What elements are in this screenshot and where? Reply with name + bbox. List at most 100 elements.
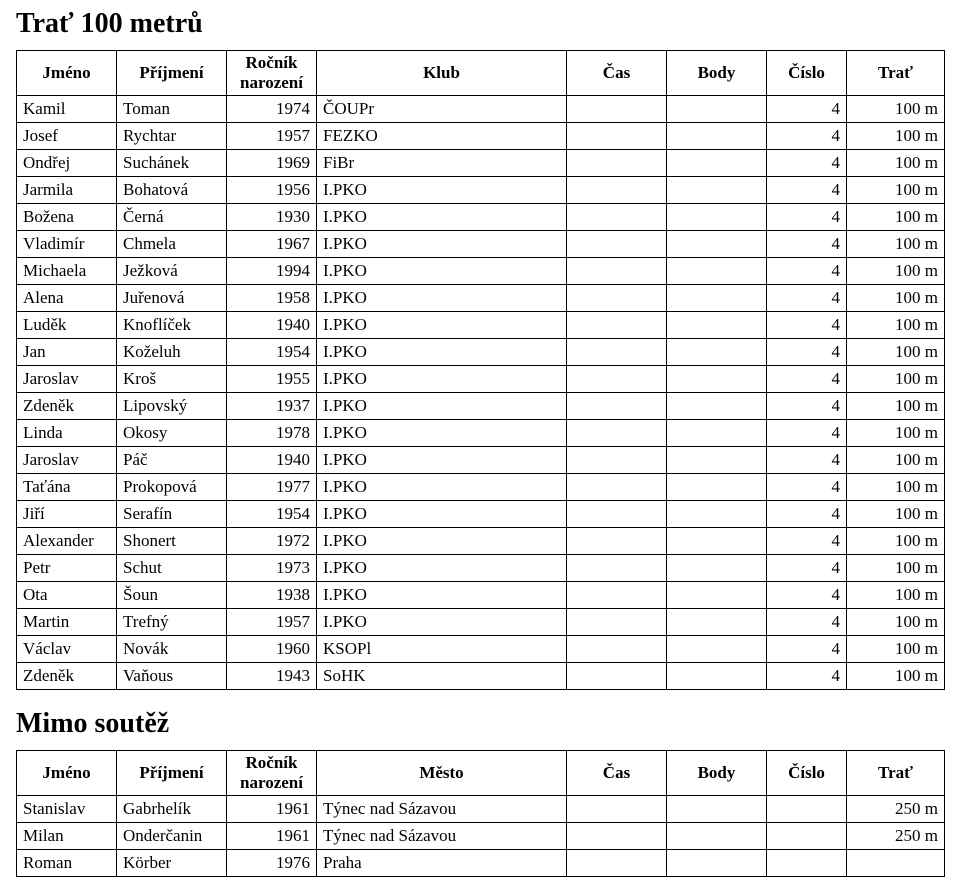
col-cislo: Číslo	[767, 51, 847, 96]
cell-cas	[567, 420, 667, 447]
col-rocnik: Ročník narození	[227, 51, 317, 96]
cell-rocnik: 1957	[227, 609, 317, 636]
cell-rocnik: 1958	[227, 285, 317, 312]
cell-trat: 100 m	[847, 123, 945, 150]
cell-cas	[567, 285, 667, 312]
cell-body	[667, 501, 767, 528]
col-prijmeni: Příjmení	[117, 51, 227, 96]
cell-trat	[847, 850, 945, 877]
cell-prijmeni: Suchánek	[117, 150, 227, 177]
table-row: LindaOkosy1978I.PKO4100 m	[17, 420, 945, 447]
cell-klub: I.PKO	[317, 231, 567, 258]
cell-trat: 100 m	[847, 528, 945, 555]
cell-klub: I.PKO	[317, 177, 567, 204]
cell-cas	[567, 447, 667, 474]
cell-prijmeni: Bohatová	[117, 177, 227, 204]
cell-trat: 100 m	[847, 501, 945, 528]
cell-cislo: 4	[767, 339, 847, 366]
cell-body	[667, 636, 767, 663]
cell-trat: 100 m	[847, 582, 945, 609]
cell-body	[667, 285, 767, 312]
cell-rocnik: 1976	[227, 850, 317, 877]
cell-trat: 100 m	[847, 204, 945, 231]
cell-rocnik: 1960	[227, 636, 317, 663]
cell-body	[667, 474, 767, 501]
table-row: ZdeněkVaňous1943SoHK4100 m	[17, 663, 945, 690]
cell-cislo	[767, 850, 847, 877]
cell-prijmeni: Körber	[117, 850, 227, 877]
cell-trat: 100 m	[847, 150, 945, 177]
col-cas: Čas	[567, 751, 667, 796]
cell-jmeno: Petr	[17, 555, 117, 582]
cell-prijmeni: Černá	[117, 204, 227, 231]
cell-cislo: 4	[767, 528, 847, 555]
cell-jmeno: Jarmila	[17, 177, 117, 204]
cell-cas	[567, 663, 667, 690]
cell-rocnik: 1940	[227, 447, 317, 474]
cell-trat: 100 m	[847, 177, 945, 204]
cell-klub: Praha	[317, 850, 567, 877]
cell-cas	[567, 177, 667, 204]
cell-cas	[567, 528, 667, 555]
cell-trat: 250 m	[847, 796, 945, 823]
cell-cislo: 4	[767, 474, 847, 501]
cell-body	[667, 447, 767, 474]
cell-body	[667, 582, 767, 609]
cell-cislo: 4	[767, 231, 847, 258]
cell-cislo	[767, 796, 847, 823]
cell-cas	[567, 555, 667, 582]
cell-cislo: 4	[767, 258, 847, 285]
cell-cislo: 4	[767, 285, 847, 312]
cell-cislo: 4	[767, 636, 847, 663]
cell-cislo: 4	[767, 555, 847, 582]
cell-prijmeni: Ježková	[117, 258, 227, 285]
cell-klub: I.PKO	[317, 420, 567, 447]
cell-cislo: 4	[767, 420, 847, 447]
cell-rocnik: 1977	[227, 474, 317, 501]
cell-klub: I.PKO	[317, 339, 567, 366]
main-table: Jméno Příjmení Ročník narození Klub Čas …	[16, 50, 945, 690]
col-klub: Město	[317, 751, 567, 796]
cell-cas	[567, 123, 667, 150]
table-header-row: Jméno Příjmení Ročník narození Město Čas…	[17, 751, 945, 796]
cell-cas	[567, 366, 667, 393]
cell-trat: 100 m	[847, 339, 945, 366]
cell-jmeno: Ondřej	[17, 150, 117, 177]
cell-prijmeni: Okosy	[117, 420, 227, 447]
cell-body	[667, 96, 767, 123]
cell-klub: I.PKO	[317, 474, 567, 501]
cell-jmeno: Josef	[17, 123, 117, 150]
cell-cas	[567, 204, 667, 231]
cell-jmeno: Zdeněk	[17, 393, 117, 420]
cell-prijmeni: Schut	[117, 555, 227, 582]
cell-jmeno: Jaroslav	[17, 366, 117, 393]
cell-klub: Týnec nad Sázavou	[317, 796, 567, 823]
cell-jmeno: Jaroslav	[17, 447, 117, 474]
cell-jmeno: Michaela	[17, 258, 117, 285]
cell-rocnik: 1994	[227, 258, 317, 285]
cell-prijmeni: Šoun	[117, 582, 227, 609]
cell-cas	[567, 501, 667, 528]
table-row: BoženaČerná1930I.PKO4100 m	[17, 204, 945, 231]
cell-body	[667, 609, 767, 636]
section-title-mimo: Mimo soutěž	[16, 708, 944, 740]
mimo-table: Jméno Příjmení Ročník narození Město Čas…	[16, 750, 945, 877]
cell-trat: 100 m	[847, 366, 945, 393]
cell-cas	[567, 609, 667, 636]
cell-trat: 100 m	[847, 474, 945, 501]
table-row: JiříSerafín1954I.PKO4100 m	[17, 501, 945, 528]
cell-prijmeni: Páč	[117, 447, 227, 474]
cell-jmeno: Zdeněk	[17, 663, 117, 690]
table-row: JaroslavPáč1940I.PKO4100 m	[17, 447, 945, 474]
table-row: MartinTrefný1957I.PKO4100 m	[17, 609, 945, 636]
cell-rocnik: 1961	[227, 823, 317, 850]
cell-cas	[567, 636, 667, 663]
table-row: RomanKörber1976Praha	[17, 850, 945, 877]
cell-prijmeni: Novák	[117, 636, 227, 663]
cell-cas	[567, 312, 667, 339]
cell-cas	[567, 150, 667, 177]
cell-body	[667, 663, 767, 690]
table-row: JanKoželuh1954I.PKO4100 m	[17, 339, 945, 366]
cell-jmeno: Roman	[17, 850, 117, 877]
cell-trat: 100 m	[847, 663, 945, 690]
